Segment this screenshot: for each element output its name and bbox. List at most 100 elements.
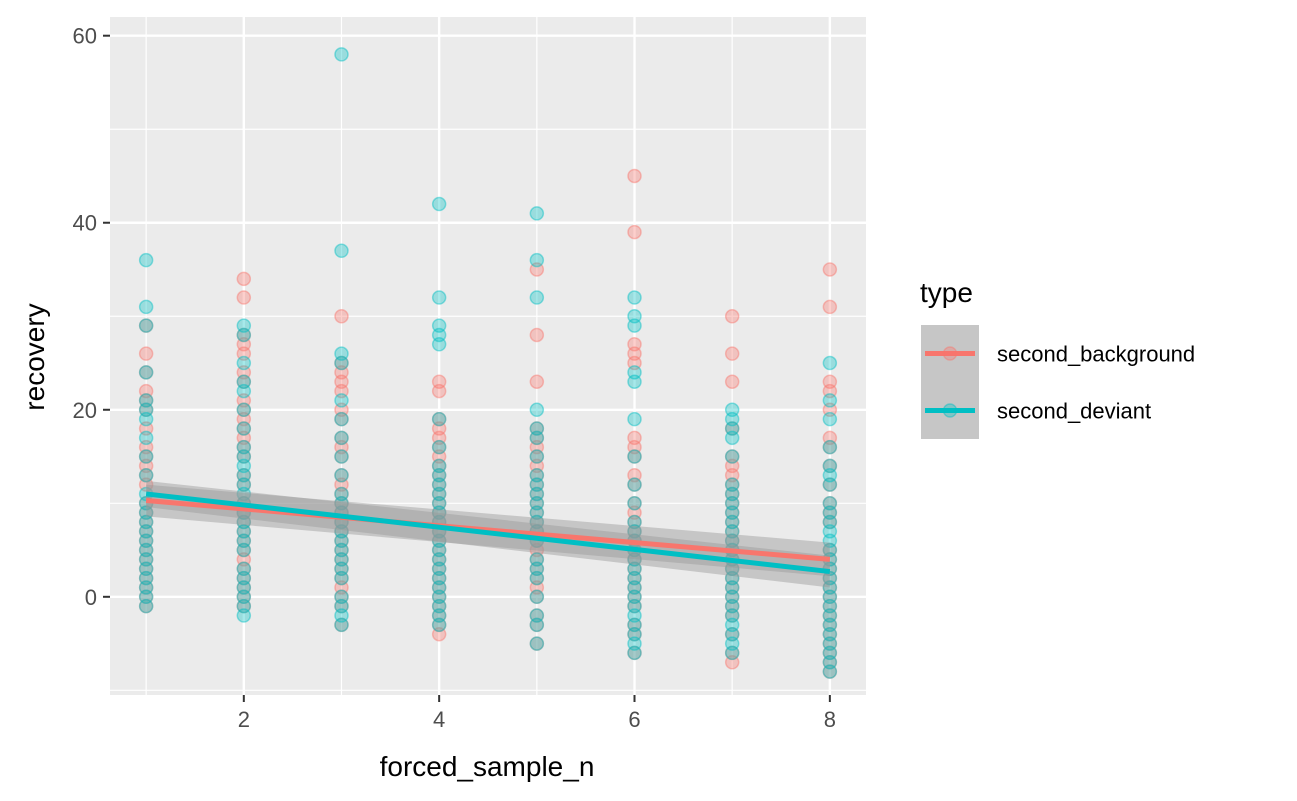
data-point [138, 383, 154, 399]
data-point [334, 533, 349, 548]
data-point [334, 580, 349, 595]
data-point [431, 337, 447, 352]
y-tick-label: 20 [73, 398, 97, 423]
data-point [431, 552, 447, 567]
data-point [334, 355, 349, 371]
data-point [236, 589, 252, 605]
data-point [334, 430, 349, 446]
data-point [627, 617, 642, 633]
data-point [334, 439, 349, 455]
data-point [822, 505, 838, 520]
data-point [334, 411, 349, 427]
data-point [822, 496, 838, 511]
data-point [822, 439, 838, 455]
data-point [138, 439, 154, 455]
data-point [529, 505, 545, 520]
legend: type second_background second_deviant [920, 277, 1195, 439]
data-point [724, 449, 740, 464]
data-point [431, 496, 447, 511]
data-point [236, 439, 252, 455]
data-point [138, 598, 154, 614]
data-point [236, 542, 252, 558]
data-point [431, 486, 447, 502]
data-point [529, 570, 545, 586]
data-point [822, 636, 838, 651]
data-point [822, 439, 838, 455]
data-point [236, 374, 252, 389]
data-point [334, 524, 349, 539]
data-point [529, 430, 545, 446]
data-point [822, 355, 838, 371]
data-point [138, 318, 154, 333]
legend-label: second_deviant [997, 399, 1151, 424]
data-point [138, 552, 154, 567]
data-point [627, 589, 642, 605]
data-point [138, 449, 154, 464]
fit-line-second_deviant [145, 491, 831, 575]
data-point [724, 421, 740, 436]
data-point [334, 542, 349, 558]
y-tick-label: 60 [73, 24, 97, 49]
data-point [724, 570, 740, 586]
data-point [431, 411, 447, 427]
data-point [529, 580, 545, 595]
data-point [822, 411, 838, 427]
data-point [529, 552, 545, 567]
data-point [138, 402, 154, 418]
axes: 2 4 6 8 0 20 40 60 [73, 24, 836, 732]
data-point [236, 411, 252, 427]
data-point [431, 580, 447, 595]
legend-item-second_deviant: second_deviant [921, 382, 1151, 439]
data-point [138, 430, 154, 446]
data-point [724, 486, 740, 502]
data-point [724, 402, 740, 418]
data-point [627, 524, 642, 539]
data-point [431, 561, 447, 577]
data-point [627, 365, 642, 380]
data-point [334, 449, 349, 464]
data-point [529, 486, 545, 502]
data-point [724, 580, 740, 595]
data-point [627, 561, 642, 577]
data-point [138, 365, 154, 380]
data-point [724, 346, 740, 361]
data-point [334, 561, 349, 577]
data-point [138, 561, 154, 577]
x-tick-label: 4 [433, 707, 445, 732]
data-point [431, 505, 447, 520]
data-point [529, 477, 545, 492]
data-point [822, 598, 838, 614]
data-point [431, 570, 447, 586]
data-point [138, 477, 154, 492]
data-point [627, 309, 642, 324]
data-point [822, 664, 838, 679]
data-point [236, 570, 252, 586]
data-point [138, 589, 154, 605]
data-point [236, 421, 252, 436]
data-point [724, 589, 740, 605]
data-point [822, 467, 838, 483]
legend-item-second_background: second_background [921, 325, 1195, 382]
data-point [334, 496, 349, 511]
data-point [627, 514, 642, 530]
legend-key-point [942, 403, 958, 418]
data-point [822, 299, 838, 315]
data-point [431, 626, 447, 642]
data-point [724, 514, 740, 530]
data-point [627, 337, 642, 352]
data-point [822, 505, 838, 520]
data-point [529, 458, 545, 474]
data-point [724, 514, 740, 530]
data-point [236, 589, 252, 605]
data-point [822, 570, 838, 586]
data-point [236, 355, 252, 371]
data-point [822, 598, 838, 614]
data-point [236, 486, 252, 502]
data-point [138, 542, 154, 558]
data-point [236, 533, 252, 548]
data-point [822, 626, 838, 642]
data-point [236, 458, 252, 474]
data-point [431, 542, 447, 558]
data-point [529, 439, 545, 455]
data-point [724, 533, 740, 548]
